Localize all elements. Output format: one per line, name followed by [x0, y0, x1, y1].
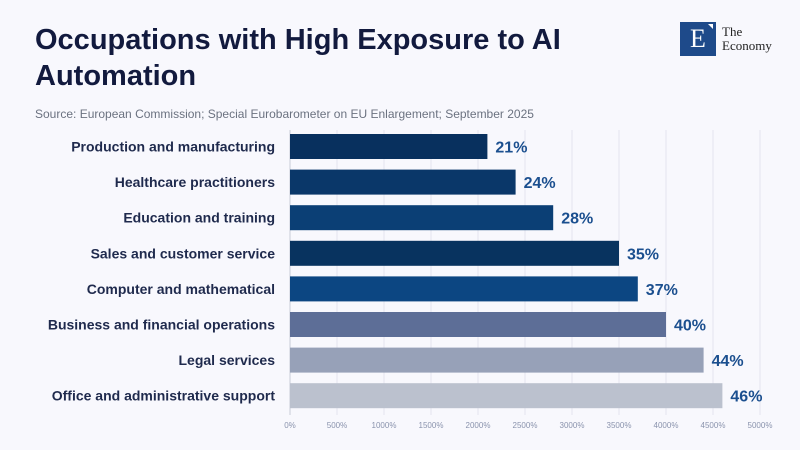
bar [290, 169, 516, 195]
category-label: Business and financial operations [48, 317, 275, 333]
logo-mark-icon: E [680, 22, 716, 56]
category-label: Production and manufacturing [71, 139, 275, 155]
the-economy-logo: E The Economy [680, 22, 772, 56]
bar [290, 312, 666, 337]
value-label: 40% [674, 318, 706, 335]
x-tick-label: 0% [284, 421, 296, 430]
category-labels: Production and manufacturing Healthcare p… [48, 139, 276, 404]
bar [290, 276, 638, 302]
x-tick-label: 2000% [466, 421, 491, 430]
logo-line-1: The [722, 24, 743, 39]
logo-text: The Economy [722, 25, 772, 53]
x-tick-label: 2500% [513, 421, 538, 430]
category-label: Office and administrative support [52, 388, 276, 404]
category-label: Healthcare practitioners [115, 174, 275, 190]
bar [290, 205, 554, 231]
value-label: 44% [712, 353, 744, 370]
chart-title: Occupations with High Exposure to AI Aut… [35, 24, 561, 92]
value-label: 35% [627, 246, 659, 263]
bar [290, 383, 723, 409]
value-label: 37% [646, 282, 678, 299]
x-tick-label: 3500% [607, 421, 632, 430]
x-tick-label: 1500% [419, 421, 444, 430]
category-label: Sales and customer service [91, 245, 276, 261]
x-tick-label: 3000% [560, 421, 585, 430]
x-tick-label: 1000% [372, 421, 397, 430]
x-tick-label: 5000% [748, 421, 773, 430]
value-labels: 21% 24% 28% 35% 37% 40% 44% 46% [495, 140, 762, 406]
value-label: 24% [524, 175, 556, 192]
value-label: 28% [561, 211, 593, 228]
x-tick-label: 4000% [654, 421, 679, 430]
logo-line-2: Economy [722, 38, 772, 53]
x-tick-label: 4500% [701, 421, 726, 430]
category-label: Computer and mathematical [87, 281, 275, 297]
bar [290, 240, 619, 266]
value-label: 46% [730, 389, 762, 406]
bar [290, 134, 488, 159]
category-label: Legal services [178, 352, 275, 368]
source-note: Source: European Commission; Special Eur… [35, 107, 534, 121]
x-tick-label: 500% [327, 421, 347, 430]
category-label: Education and training [123, 210, 275, 226]
bar [290, 347, 704, 373]
bars [290, 134, 723, 409]
x-axis-ticks: 0% 500% 1000% 1500% 2000% 2500% 3000% 3500% 4000… [284, 421, 772, 430]
value-label: 21% [495, 140, 527, 157]
